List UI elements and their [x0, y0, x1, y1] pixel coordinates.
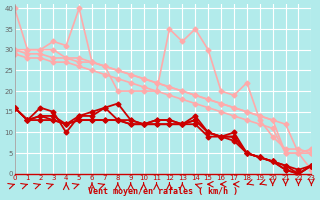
X-axis label: Vent moyen/en rafales ( km/h ): Vent moyen/en rafales ( km/h )	[88, 187, 238, 196]
